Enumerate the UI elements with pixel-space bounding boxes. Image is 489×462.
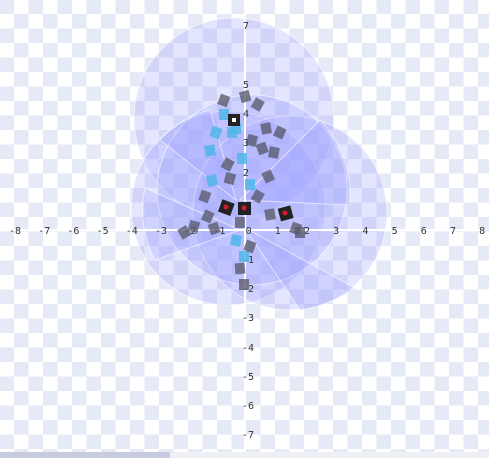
bone-block[interactable]	[198, 189, 212, 204]
bone-block[interactable]	[230, 234, 242, 247]
y-tick-label: 7	[243, 21, 249, 32]
bone-block[interactable]	[268, 146, 280, 159]
y-tick-label: -5	[242, 372, 254, 383]
y-tick-label: -4	[242, 343, 254, 354]
x-tick-label: 2	[304, 226, 310, 237]
horizontal-scrollbar-thumb[interactable]	[0, 452, 170, 458]
x-tick-label: 5	[392, 226, 398, 237]
bone-block[interactable]	[227, 127, 237, 138]
bone-block[interactable]	[255, 141, 269, 156]
bone-block[interactable]	[205, 173, 219, 188]
y-tick-label: 4	[243, 109, 249, 120]
bone-block[interactable]	[295, 227, 305, 238]
y-tick-label: 5	[243, 80, 249, 91]
x-tick-label: 8	[479, 226, 485, 237]
bone-block[interactable]	[264, 208, 276, 221]
influence-sector	[238, 119, 351, 206]
bone-block[interactable]	[272, 125, 287, 140]
bone-block[interactable]	[219, 109, 229, 120]
bone-block[interactable]	[177, 225, 192, 240]
joint-hip-left	[217, 199, 235, 216]
bone-block[interactable]	[234, 262, 246, 275]
bone-block[interactable]	[250, 97, 265, 112]
x-tick-label: -8	[9, 226, 21, 237]
influence-sector	[159, 109, 237, 202]
bone-block[interactable]	[250, 189, 265, 204]
bone-block[interactable]	[223, 171, 237, 186]
bone-block[interactable]	[260, 122, 272, 135]
x-tick-label: 4	[362, 226, 368, 237]
x-tick-label: 0	[246, 226, 252, 237]
bone-block[interactable]	[187, 219, 201, 234]
bone-block[interactable]	[261, 169, 276, 184]
x-tick-label: -6	[67, 226, 79, 237]
skeleton-blocks[interactable]	[177, 89, 305, 290]
x-tick-label: 1	[275, 226, 281, 237]
x-axis-labels: -8-7-6-5-4-3-2-1012345678	[9, 226, 485, 237]
bone-block[interactable]	[217, 93, 231, 108]
joint-markers[interactable]	[217, 114, 294, 222]
y-tick-label: -6	[242, 401, 254, 412]
bone-block[interactable]	[200, 209, 215, 224]
bone-block[interactable]	[245, 133, 259, 148]
x-tick-label: 3	[333, 226, 339, 237]
y-tick-label: 2	[243, 168, 249, 179]
x-tick-label: -3	[155, 226, 167, 237]
bone-block[interactable]	[238, 89, 252, 104]
bone-block[interactable]	[235, 217, 245, 228]
joint-head	[228, 114, 240, 126]
bone-block[interactable]	[204, 144, 216, 157]
x-tick-label: -5	[97, 226, 109, 237]
influence-sector	[244, 227, 356, 311]
bone-block[interactable]	[209, 125, 223, 140]
bone-block[interactable]	[239, 279, 249, 290]
x-tick-label: -2	[184, 226, 196, 237]
bone-block[interactable]	[239, 251, 249, 262]
joint-hip-right	[277, 205, 294, 222]
y-tick-label: -3	[242, 313, 254, 324]
y-tick-label: -7	[242, 430, 254, 441]
bone-block[interactable]	[237, 153, 247, 164]
bone-block[interactable]	[220, 157, 235, 172]
bone-block[interactable]	[243, 239, 257, 254]
x-tick-label: 7	[450, 226, 456, 237]
horizontal-scrollbar-track[interactable]	[0, 452, 489, 458]
x-tick-label: 6	[421, 226, 427, 237]
bone-block[interactable]	[207, 221, 221, 236]
x-tick-label: -4	[126, 226, 138, 237]
joint-hip-center	[238, 202, 251, 215]
bone-block[interactable]	[245, 179, 255, 190]
x-tick-label: -7	[38, 226, 50, 237]
